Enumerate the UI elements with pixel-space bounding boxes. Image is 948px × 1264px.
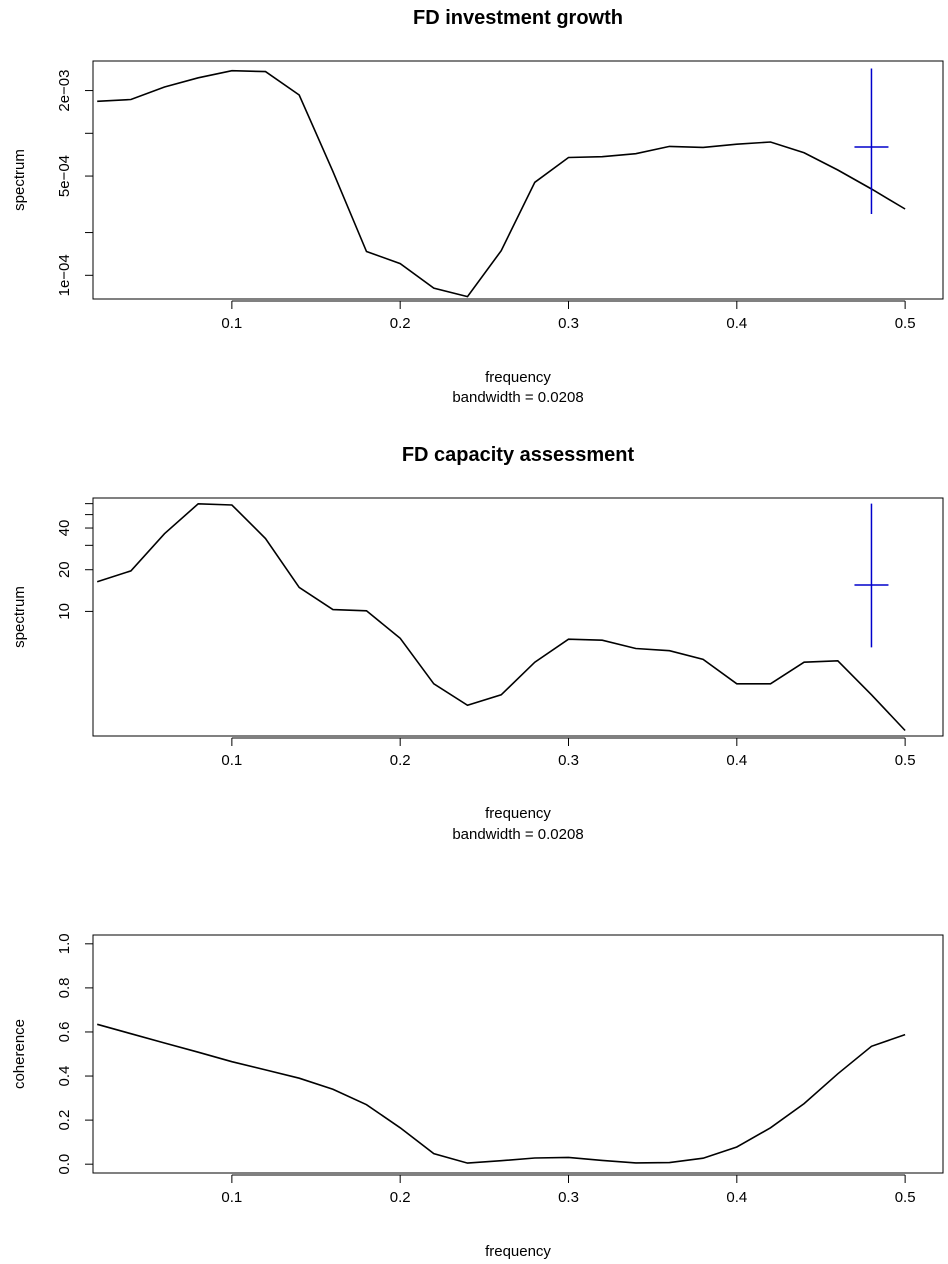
chart-2-x-tick-label: 0.3 [558, 752, 579, 769]
chart-2-y-tick-label: 10 [56, 603, 73, 620]
chart-3-plot-box [92, 934, 944, 1174]
chart-3-y-tick-label: 0.2 [56, 1110, 73, 1131]
chart-1-bandwidth-label: bandwidth = 0.0208 [452, 389, 583, 406]
chart-2-x-label: frequency [485, 805, 551, 822]
chart-panel-1: FD investment growth 0.1 0.2 0.3 0.4 0.5 1e−… [11, 7, 944, 406]
chart-3-y-tick-label: 1.0 [56, 933, 73, 954]
chart-1-y-tick-label: 5e−04 [56, 155, 73, 197]
chart-2-x-tick-label: 0.4 [726, 752, 747, 769]
chart-1-x-axis: 0.1 0.2 0.3 0.4 0.5 [221, 300, 916, 332]
chart-3-y-tick-label: 0.0 [56, 1154, 73, 1175]
chart-1-x-tick-label: 0.5 [895, 315, 916, 332]
chart-1-x-tick-label: 0.2 [390, 315, 411, 332]
chart-2-x-tick-label: 0.2 [390, 752, 411, 769]
chart-2-y-tick-label: 40 [56, 520, 73, 537]
chart-1-y-tick-label: 1e−04 [56, 254, 73, 296]
chart-3-x-tick-label: 0.4 [726, 1189, 747, 1206]
chart-panel-3: 0.1 0.2 0.3 0.4 0.5 0.0 0.2 0.4 0.6 0.8 1.0 frequ… [11, 933, 944, 1260]
chart-2-bandwidth-label: bandwidth = 0.0208 [452, 826, 583, 843]
chart-2-x-tick-label: 0.5 [895, 752, 916, 769]
chart-2-y-label: spectrum [11, 586, 28, 648]
chart-3-x-tick-label: 0.5 [895, 1189, 916, 1206]
chart-3-y-tick-label: 0.8 [56, 977, 73, 998]
chart-3-y-tick-label: 0.4 [56, 1066, 73, 1087]
chart-3-x-tick-label: 0.1 [221, 1189, 242, 1206]
chart-2-y-tick-label: 20 [56, 561, 73, 578]
chart-2-confidence-interval [854, 503, 889, 648]
chart-1-x-tick-label: 0.1 [221, 315, 242, 332]
chart-1-title: FD investment growth [413, 7, 623, 29]
chart-1-y-tick-label: 2e−03 [56, 69, 73, 111]
chart-2-y-axis: 10 20 40 [56, 503, 94, 620]
chart-3-y-label: coherence [11, 1019, 28, 1089]
chart-panel-2: FD capacity assessment 0.1 0.2 0.3 0.4 0.5 1… [11, 444, 944, 843]
chart-3-y-tick-label: 0.6 [56, 1022, 73, 1043]
chart-3-x-tick-label: 0.3 [558, 1189, 579, 1206]
chart-3-x-tick-label: 0.2 [390, 1189, 411, 1206]
chart-3-y-axis: 0.0 0.2 0.4 0.6 0.8 1.0 [56, 933, 94, 1175]
chart-1-y-axis: 1e−04 5e−04 2e−03 [56, 69, 94, 296]
chart-2-plot-box [92, 497, 944, 737]
chart-2-x-axis: 0.1 0.2 0.3 0.4 0.5 [221, 737, 916, 769]
chart-2-x-tick-label: 0.1 [221, 752, 242, 769]
chart-1-y-label: spectrum [11, 149, 28, 211]
chart-2-title: FD capacity assessment [402, 444, 635, 466]
chart-3-series-line [96, 1023, 906, 1164]
chart-2-series-line [96, 502, 906, 732]
chart-1-x-tick-label: 0.4 [726, 315, 747, 332]
chart-1-series-line [97, 69, 906, 298]
chart-3-x-label: frequency [485, 1243, 551, 1260]
chart-1-plot-box [92, 60, 944, 300]
chart-1-x-label: frequency [485, 369, 551, 386]
chart-1-x-tick-label: 0.3 [558, 315, 579, 332]
chart-1-confidence-interval [854, 68, 889, 215]
chart-3-x-axis: 0.1 0.2 0.3 0.4 0.5 [221, 1174, 916, 1206]
